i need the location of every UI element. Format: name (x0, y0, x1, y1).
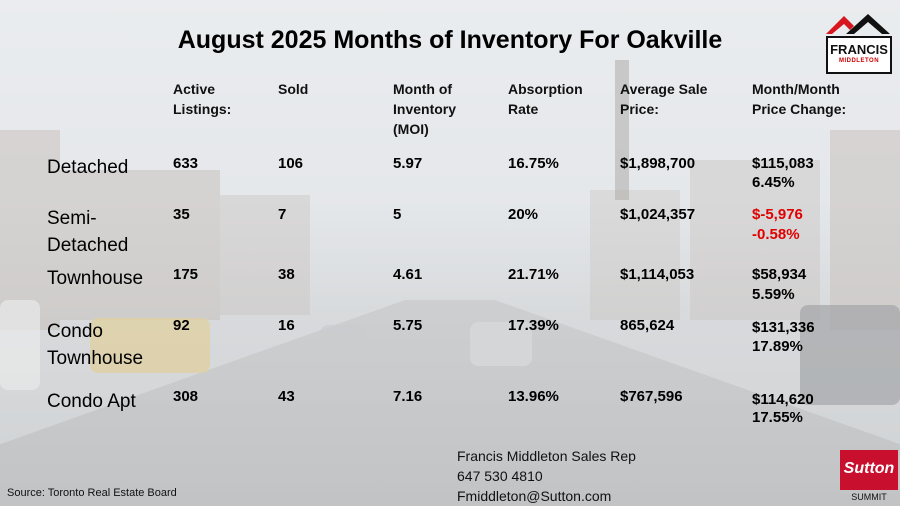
cell-moi: 7.16 (393, 388, 423, 405)
cell-moi: 5 (393, 206, 402, 223)
header-average-price: Average Sale Price: (620, 81, 708, 117)
header-moi: Month of Inventory (MOI) (393, 81, 457, 137)
cell-change-amount: $114,620 (752, 391, 814, 408)
row-label: Condo Apt (47, 391, 136, 412)
cell-absorption: 17.39% (508, 317, 559, 334)
cell-sold: 43 (278, 388, 295, 405)
cell-change-amount: $115,083 (752, 155, 814, 172)
cell-active: 92 (173, 317, 190, 334)
cell-change-pct: 6.45% (752, 174, 795, 191)
cell-absorption: 21.71% (508, 266, 559, 283)
cell-absorption: 13.96% (508, 388, 559, 405)
sutton-summit-logo: Sutton SUMMIT (840, 450, 898, 504)
row-label: Semi- Detached (47, 208, 129, 256)
cell-sold: 16 (278, 317, 295, 334)
cell-change-pct: 5.59% (752, 286, 795, 303)
cell-change-pct: -0.58% (752, 226, 800, 243)
contact-name: Francis Middleton Sales Rep (457, 448, 636, 464)
cell-absorption: 16.75% (508, 155, 559, 172)
cell-average-price: $1,898,700 (620, 155, 696, 172)
row-label: Condo Townhouse (47, 321, 144, 369)
sutton-logo-badge: Sutton (840, 450, 898, 490)
cell-average-price: $1,114,053 (620, 266, 695, 283)
cell-moi: 4.61 (393, 266, 423, 283)
header-price-change: Month/Month Price Change: (752, 81, 847, 117)
cell-average-price: $1,024,357 (620, 206, 696, 223)
cell-sold: 7 (278, 206, 287, 223)
cell-change-pct: 17.55% (752, 409, 803, 426)
cell-change-amount: $-5,976 (752, 206, 803, 223)
cell-change-pct: 17.89% (752, 338, 803, 355)
cell-average-price: $767,596 (620, 388, 683, 405)
francis-middleton-logo: FRANCIS MIDDLETON (824, 12, 892, 74)
source-note: Source: Toronto Real Estate Board (7, 487, 177, 499)
row-label: Townhouse (47, 268, 144, 289)
cell-sold: 106 (278, 155, 304, 172)
cell-change-amount: $58,934 (752, 266, 807, 283)
logo-sub: MIDDLETON (838, 58, 880, 64)
contact-email: Fmiddleton@Sutton.com (457, 488, 612, 504)
page-title: August 2025 Months of Inventory For Oakv… (177, 26, 723, 54)
sutton-word: Sutton (843, 460, 895, 477)
contact-block: Francis Middleton Sales Rep 647 530 4810… (457, 446, 636, 506)
cell-moi: 5.75 (393, 317, 423, 334)
header-absorption: Absorption Rate (508, 81, 583, 117)
roof-icon (826, 14, 890, 34)
cell-active: 633 (173, 155, 199, 172)
header-active-listings: Active Listings: (173, 81, 232, 117)
cell-moi: 5.97 (393, 155, 423, 172)
cell-average-price: 865,624 (620, 317, 675, 334)
summit-label: SUMMIT (851, 492, 887, 502)
cell-change-amount: $131,336 (752, 319, 815, 336)
cell-active: 308 (173, 388, 199, 405)
cell-sold: 38 (278, 266, 295, 283)
cell-active: 35 (173, 206, 190, 223)
cell-active: 175 (173, 266, 199, 283)
contact-phone: 647 530 4810 (457, 468, 543, 484)
header-sold: Sold (278, 81, 309, 97)
logo-name: FRANCIS (830, 42, 888, 57)
cell-absorption: 20% (508, 206, 539, 223)
row-label: Detached (47, 157, 129, 178)
